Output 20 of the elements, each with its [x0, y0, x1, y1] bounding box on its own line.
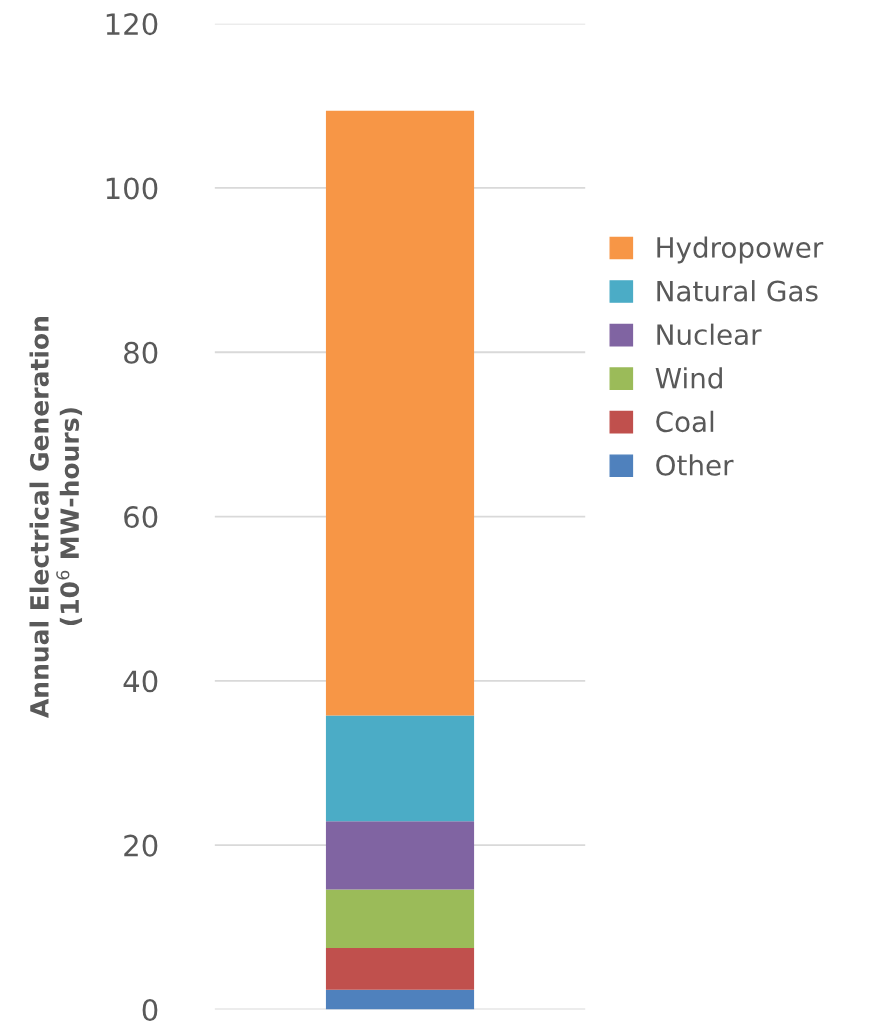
bar: [325, 889, 475, 948]
y-tick-label: 120: [106, 13, 158, 36]
legend-label: Hydropower: [657, 236, 824, 264]
y-tick-label: 80: [124, 341, 158, 364]
legend-label: Wind: [655, 367, 722, 389]
y-axis-title: Annual Electrical Generation (10$^{6}$ MW-hours): [29, 317, 83, 718]
y-tick-label: 60: [124, 506, 158, 529]
y-tick-label: 0: [142, 998, 158, 1021]
legend-label: Coal: [656, 410, 714, 433]
y-tick-label: 40: [123, 670, 158, 693]
bar: [325, 110, 475, 716]
legend-label: Nuclear: [657, 323, 762, 346]
legend-label: Natural Gas: [657, 280, 818, 302]
bar: [325, 715, 475, 822]
y-tick-label: 100: [106, 177, 158, 200]
legend-label: Other: [656, 454, 734, 476]
bar: [325, 821, 475, 890]
bar: [325, 989, 475, 1010]
y-tick-label: 20: [124, 834, 158, 857]
bar: [325, 947, 475, 990]
